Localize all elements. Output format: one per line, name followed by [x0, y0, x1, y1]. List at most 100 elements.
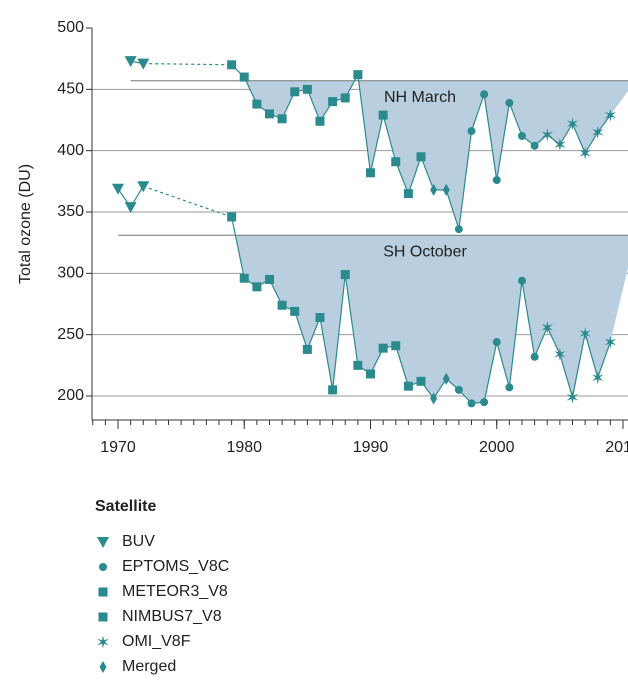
y-tick-label: 450 — [57, 81, 84, 98]
marker-circle — [467, 127, 476, 136]
line-segment — [483, 341, 498, 403]
line-segment — [496, 341, 510, 388]
area — [231, 235, 628, 404]
area — [231, 80, 628, 230]
marker-circle — [480, 398, 489, 407]
marker-square — [98, 587, 108, 597]
marker-star — [554, 138, 566, 152]
marker-star — [604, 335, 616, 349]
line-segment — [508, 102, 523, 137]
marker-circle — [492, 338, 501, 347]
line-segment — [584, 333, 599, 378]
y-tick-label: 400 — [57, 142, 84, 159]
marker-square — [403, 189, 413, 199]
marker-star — [541, 320, 553, 334]
marker-square — [265, 109, 274, 119]
legend-label: Merged — [122, 658, 176, 675]
marker-circle — [467, 399, 476, 408]
marker-circle — [505, 383, 514, 392]
marker-square — [391, 341, 401, 351]
y-tick-label: 500 — [57, 19, 84, 36]
line-segment — [597, 341, 611, 378]
line-segment — [445, 189, 460, 230]
marker-star — [566, 117, 579, 131]
marker-star — [566, 390, 579, 404]
line-segment — [559, 123, 574, 145]
marker-star — [579, 146, 591, 160]
line-segment — [534, 327, 548, 357]
line-segment — [521, 280, 536, 357]
line-segment — [395, 345, 409, 387]
x-tick-label: 1990 — [353, 439, 389, 456]
marker-star — [592, 125, 604, 139]
marker-circle — [454, 225, 463, 234]
marker-square — [290, 87, 300, 97]
marker-diamond — [442, 183, 450, 196]
line-segment — [407, 156, 422, 194]
line-segment — [483, 94, 498, 181]
line-segment — [344, 274, 359, 366]
marker-star — [592, 371, 604, 385]
line-segment — [546, 327, 561, 355]
marker-square — [315, 312, 325, 322]
marker-square — [403, 381, 413, 391]
line-segment — [470, 94, 485, 132]
y-tick-label: 300 — [57, 265, 84, 282]
line-segment — [571, 123, 586, 154]
marker-square — [265, 274, 274, 284]
marker-square — [328, 97, 338, 107]
marker-star — [541, 128, 553, 142]
legend-title: Satellite — [95, 498, 156, 515]
marker-circle — [505, 98, 514, 107]
marker-square — [277, 300, 287, 310]
line-segment — [571, 333, 586, 398]
marker-diamond — [442, 372, 450, 385]
marker-circle — [518, 131, 526, 140]
marker-circle — [480, 90, 489, 99]
series-label: NH March — [384, 89, 456, 106]
fills — [231, 80, 628, 404]
line-segment — [559, 354, 574, 398]
line-segment — [143, 62, 232, 66]
line-segment — [420, 156, 435, 191]
marker-triangle — [137, 58, 150, 70]
marker-triangle — [124, 202, 137, 214]
legend-label: BUV — [122, 533, 155, 550]
marker-star — [579, 326, 591, 340]
marker-triangle — [97, 537, 109, 548]
marker-star — [604, 108, 616, 122]
marker-triangle — [137, 181, 150, 193]
legend-label: METEOR3_V8 — [122, 583, 228, 600]
line-segment — [319, 317, 334, 390]
marker-diamond — [430, 183, 438, 196]
marker-square — [340, 93, 350, 103]
marker-square — [227, 212, 237, 222]
marker-square — [340, 270, 350, 280]
x-tick-label: 1970 — [100, 439, 136, 456]
marker-square — [227, 60, 237, 70]
marker-square — [239, 72, 249, 82]
marker-circle — [492, 176, 501, 185]
line-segment — [433, 378, 447, 399]
marker-square — [353, 70, 363, 80]
marker-square — [416, 152, 426, 162]
marker-circle — [99, 563, 107, 571]
marker-triangle — [112, 183, 124, 195]
marker-square — [315, 116, 325, 126]
marker-diamond — [430, 392, 438, 405]
line-segment — [332, 274, 346, 390]
marker-square — [366, 369, 375, 379]
line-segment — [306, 317, 321, 350]
line-segment — [496, 102, 510, 181]
legend-label: EPTOMS_V8C — [122, 558, 229, 575]
y-tick-label: 350 — [57, 203, 84, 220]
marker-circle — [530, 352, 539, 361]
legend-label: OMI_V8F — [122, 633, 191, 650]
marker-square — [328, 385, 338, 395]
x-tick-label: 2000 — [479, 439, 515, 456]
marker-diamond — [99, 661, 107, 673]
legend-label: NIMBUS7_V8 — [122, 608, 222, 625]
line-segment — [357, 74, 372, 173]
line-segment — [584, 131, 599, 154]
